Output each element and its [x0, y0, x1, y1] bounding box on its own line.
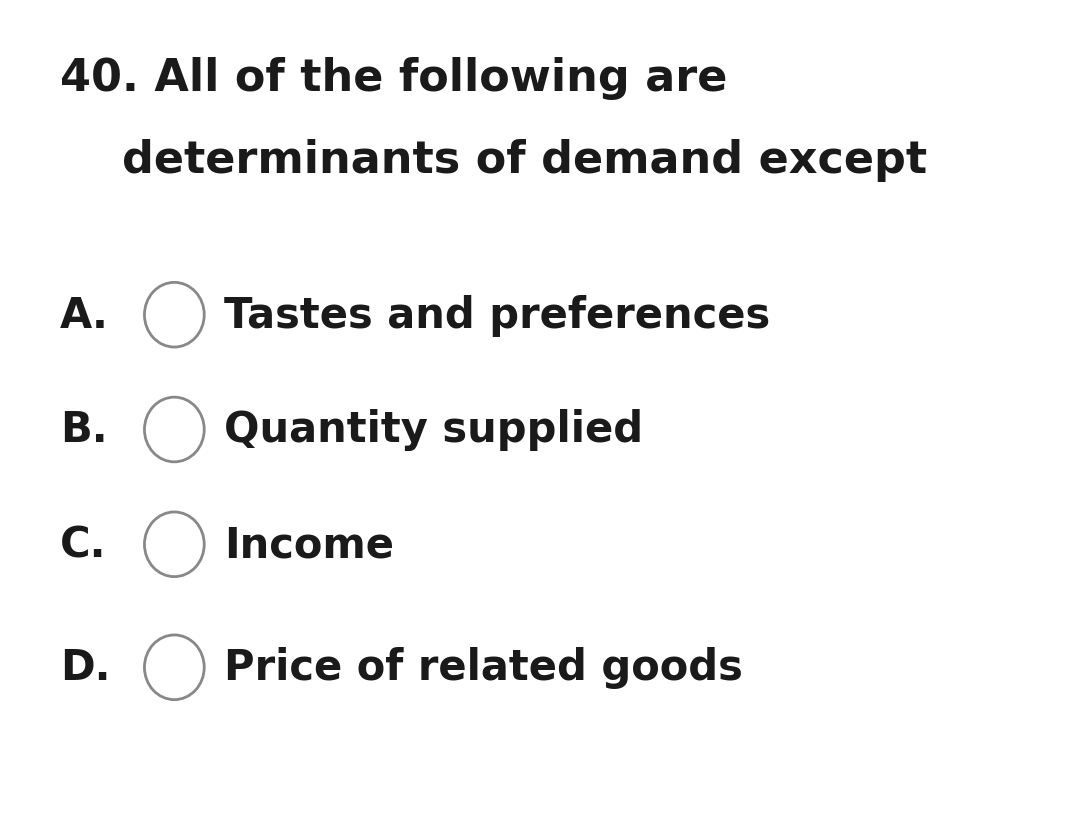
Text: C.: C. — [59, 523, 107, 566]
Text: Tastes and preferences: Tastes and preferences — [224, 294, 771, 337]
Text: B.: B. — [59, 409, 108, 451]
Text: determinants of demand except: determinants of demand except — [59, 139, 927, 182]
Text: Price of related goods: Price of related goods — [224, 646, 743, 689]
Text: D.: D. — [59, 646, 110, 689]
Text: Quantity supplied: Quantity supplied — [224, 409, 644, 451]
Text: Income: Income — [224, 523, 395, 566]
Text: 40. All of the following are: 40. All of the following are — [59, 57, 728, 100]
Text: A.: A. — [59, 294, 109, 337]
